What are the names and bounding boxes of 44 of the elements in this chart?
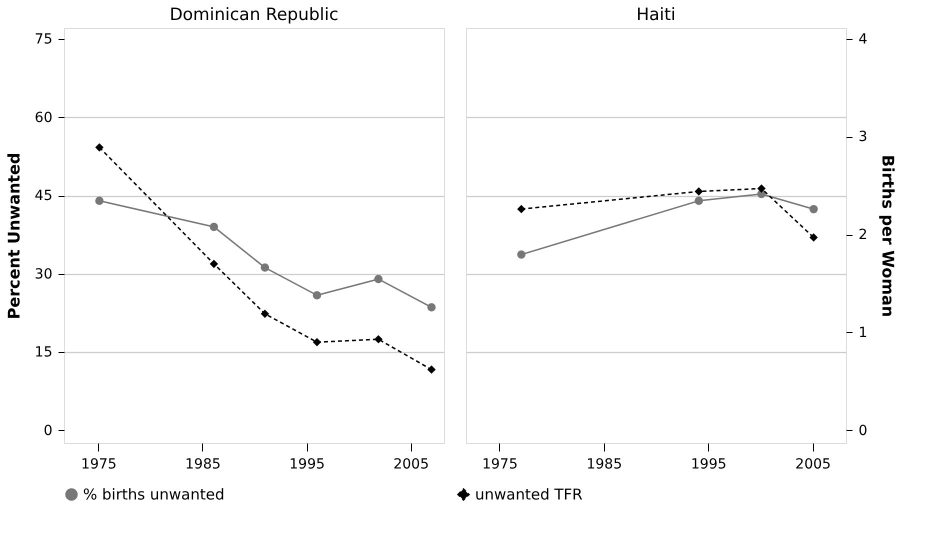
point (260, 263, 270, 272)
point (374, 335, 383, 344)
point (694, 187, 703, 196)
y2-tick-label: 4 (858, 31, 868, 48)
point (210, 260, 218, 268)
y-tick-label: 45 (34, 188, 52, 204)
y2-axis-title: Births per Woman (878, 154, 898, 318)
point (517, 204, 526, 214)
point (427, 365, 436, 374)
y-tick-label: 60 (34, 110, 52, 126)
point (95, 143, 104, 152)
legend-label: % births unwanted (83, 486, 224, 504)
x-tick-label: 1985 (586, 456, 622, 472)
point (95, 196, 104, 205)
x-tick-label: 2005 (795, 456, 831, 472)
point (427, 303, 436, 312)
point (809, 204, 818, 214)
x-tick-label: 1995 (690, 456, 727, 472)
y-tick-label: 75 (34, 31, 52, 48)
x-tick-label: 1995 (289, 456, 325, 472)
x-tick-label: 2005 (393, 456, 430, 472)
x-tick-label: 1975 (482, 456, 518, 472)
y-tick-label: 0 (44, 422, 52, 439)
legend-label: unwanted TFR (475, 486, 583, 504)
y2-tick-label: 1 (858, 324, 868, 341)
chart-title: Haiti (636, 5, 676, 25)
y-axis-title: Percent Unwanted (4, 152, 24, 320)
point (757, 184, 766, 193)
point (374, 274, 383, 284)
y2-tick-label: 0 (858, 422, 868, 439)
point (312, 291, 322, 300)
x-tick-label: 1985 (185, 456, 221, 472)
point (694, 196, 703, 205)
point (809, 233, 818, 242)
chart-title: Dominican Republic (170, 5, 338, 25)
point (517, 250, 526, 259)
y-tick-label: 15 (34, 344, 52, 361)
x-tick-label: 1975 (81, 456, 117, 472)
y-tick-label: 30 (34, 266, 52, 282)
point (312, 338, 322, 346)
y2-tick-label: 3 (858, 129, 868, 146)
y2-tick-label: 2 (858, 227, 868, 244)
point (210, 222, 218, 232)
point (260, 310, 270, 318)
